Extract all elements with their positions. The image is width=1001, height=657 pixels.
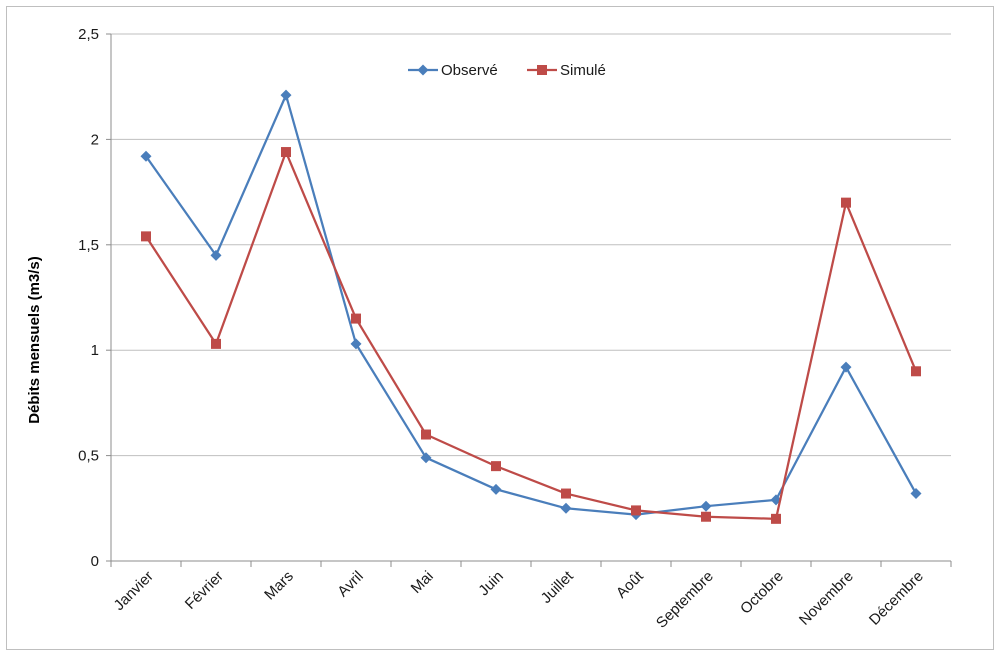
data-point	[210, 249, 222, 261]
x-tick-label: Octobre	[737, 568, 787, 618]
x-tick-label: Mai	[408, 568, 437, 597]
y-tick-label: 2,5	[78, 26, 99, 43]
legend-marker	[537, 65, 547, 75]
y-tick-label: 1,5	[78, 237, 99, 254]
x-tick-label: Juin	[475, 568, 506, 599]
x-tick-label: Janvier	[111, 568, 157, 614]
y-tick-label: 0	[91, 553, 99, 570]
data-point	[491, 461, 501, 472]
data-point	[421, 429, 431, 440]
data-point	[420, 452, 432, 464]
data-point	[701, 511, 711, 522]
series-line	[145, 94, 917, 516]
series-2	[141, 147, 921, 524]
data-point	[700, 500, 712, 512]
x-tick-label: Mars	[261, 568, 297, 604]
x-tick-label: Novembre	[796, 568, 857, 629]
data-point	[281, 147, 291, 158]
series-group	[140, 89, 922, 524]
data-point	[211, 338, 221, 349]
series-1	[140, 89, 922, 521]
data-point	[841, 197, 851, 208]
legend-label: Observé	[441, 62, 498, 79]
y-axis-label: Débits mensuels (m3/s)	[26, 256, 43, 424]
data-point	[561, 488, 571, 499]
y-tick-label: 0,5	[78, 448, 99, 465]
data-point	[351, 313, 361, 324]
data-point	[280, 89, 292, 101]
x-tick-label: Décembre	[866, 568, 927, 629]
data-point	[141, 231, 151, 242]
data-point	[771, 513, 781, 524]
legend-item: Observé	[408, 62, 498, 79]
x-tick-label: Juillet	[538, 567, 578, 607]
legend-item: Simulé	[527, 62, 606, 79]
data-point	[350, 338, 362, 350]
x-tick-label: Septembre	[653, 568, 717, 632]
series-line	[145, 150, 918, 520]
data-point	[560, 502, 572, 514]
chart-frame	[6, 6, 994, 650]
data-point	[631, 505, 641, 516]
y-tick-label: 2	[91, 131, 99, 148]
x-tick-labels: Janvier Février Mars Avril Mai Juin Juillet Aoû…	[111, 567, 927, 631]
y-tick-labels: 0 0,5 1 1,5 2 2,5	[78, 26, 99, 570]
x-tick-label: Février	[182, 568, 227, 613]
data-point	[910, 488, 922, 500]
data-point	[490, 483, 502, 495]
data-point	[911, 366, 921, 377]
data-point	[140, 150, 152, 162]
y-tick-label: 1	[91, 342, 99, 359]
legend-label: Simulé	[560, 62, 606, 79]
data-point	[840, 361, 852, 373]
legend-marker	[417, 64, 429, 76]
legend: Observé Simulé	[408, 62, 606, 79]
axes	[106, 33, 952, 567]
gridlines	[111, 33, 951, 457]
x-tick-label: Avril	[334, 568, 366, 600]
x-tick-label: Août	[613, 567, 647, 601]
